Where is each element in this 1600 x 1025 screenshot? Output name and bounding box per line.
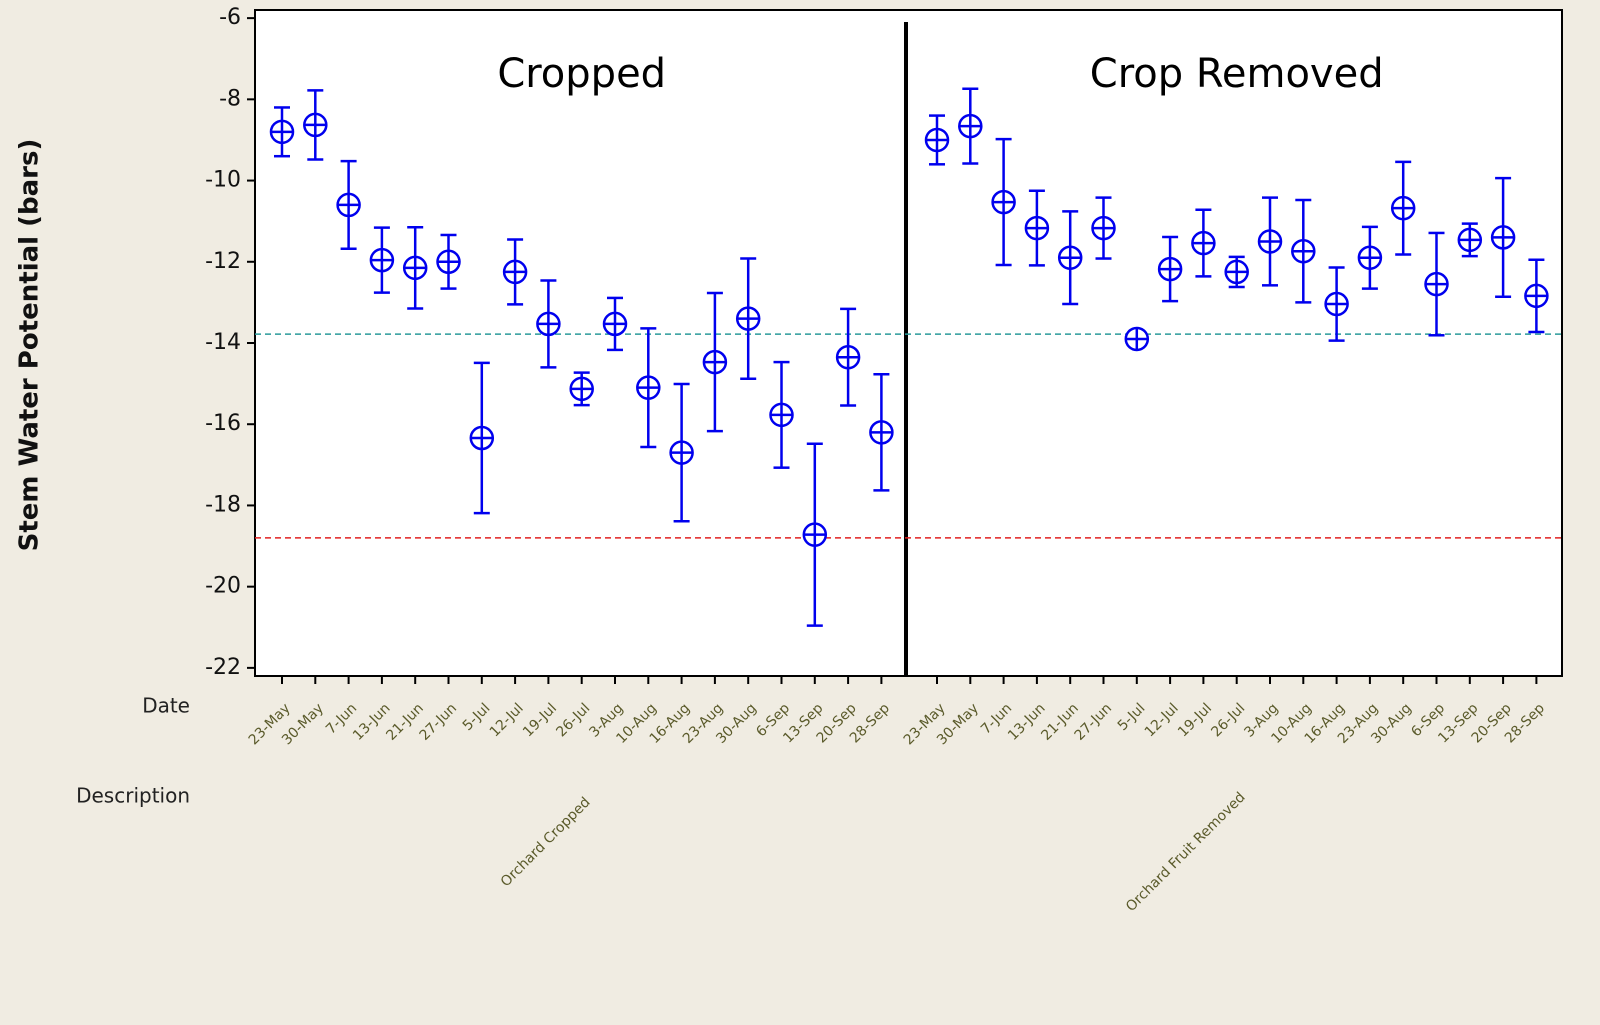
panel-title: Crop Removed [1090,51,1384,97]
y-tick-label: -10 [205,168,241,193]
x-tick-label: 27-Jun [1072,700,1116,744]
marker [1091,215,1116,241]
panel-title: Cropped [497,51,666,97]
x-row-label: Date [142,694,190,718]
marker [1224,259,1249,285]
marker [1291,238,1316,264]
x-tick-label: 26-Jul [553,700,593,740]
marker [802,522,828,547]
y-tick-label: -14 [205,330,241,355]
y-tick-label: -16 [205,411,241,436]
marker [1057,245,1083,270]
marker [502,259,528,285]
x-tick-label: 19-Jul [1175,700,1215,740]
y-tick-label: -20 [205,574,241,599]
marker [1424,271,1449,297]
x-tick-label: 26-Jul [1208,700,1248,740]
marker [1157,256,1183,282]
group-label: Orchard Fruit Removed [1123,789,1249,915]
marker [702,349,728,375]
marker [1191,230,1216,256]
marker [769,402,794,428]
x-tick-label: 12-Jul [1142,700,1182,740]
marker [636,375,661,400]
group-label: Orchard Cropped [498,794,594,890]
marker [869,420,894,445]
marker [1324,291,1349,317]
marker [1524,283,1549,309]
marker [835,344,861,370]
marker [402,255,428,281]
marker [924,127,950,153]
marker [735,306,761,331]
marker [436,249,461,275]
marker [569,376,594,402]
y-tick-label: -12 [205,249,241,274]
marker [669,440,694,465]
y-tick-label: -18 [205,492,241,517]
marker [1490,225,1516,250]
marker [991,189,1016,215]
marker [1390,195,1416,221]
marker [469,425,495,451]
y-tick-label: -22 [205,655,241,680]
marker [269,119,295,145]
marker [369,247,395,273]
x-tick-label: 19-Jul [520,700,560,740]
x-row-label: Description [76,784,190,808]
x-tick-label: 12-Jul [487,700,527,740]
y-axis-label: Stem Water Potential (bars) [15,139,45,552]
marker [958,113,983,139]
plot-area [254,9,1563,677]
marker [336,192,361,218]
marker [536,311,561,337]
marker [1457,227,1483,253]
marker [303,112,328,138]
x-tick-label: 27-Jun [417,700,461,744]
y-tick-label: -6 [219,5,241,30]
y-tick-label: -8 [219,86,241,111]
marker [1257,229,1283,254]
marker [1124,326,1150,352]
marker [1357,245,1383,270]
marker [602,311,628,337]
marker [1024,215,1050,241]
